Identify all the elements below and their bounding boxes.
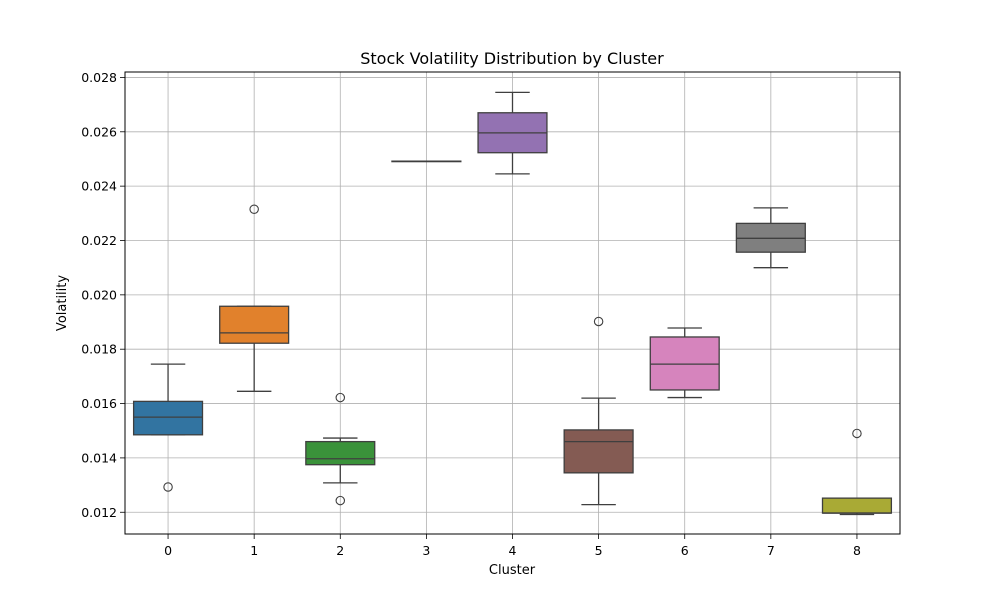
x-tick-label: 5 [595,543,603,558]
outlier-point [593,316,604,327]
y-tick-label: 0.014 [81,450,117,465]
box-iqr [132,400,204,436]
grid-lines [125,72,900,534]
box-cluster-4 [477,91,548,175]
x-tick-label: 3 [422,543,430,558]
y-tick-label: 0.028 [81,70,117,85]
outlier-point [249,204,259,214]
box-iqr [649,336,720,391]
box-cluster-7 [735,207,806,269]
y-tick-label: 0.024 [81,179,117,194]
chart-title: Stock Volatility Distribution by Cluster [360,49,664,68]
x-tick-label: 0 [164,543,172,558]
outlier-point [163,482,173,492]
box-iqr [305,440,376,466]
y-tick-label: 0.022 [81,233,117,248]
y-tick-label: 0.018 [81,342,117,357]
x-tick-label: 4 [509,543,517,558]
y-tick-label: 0.016 [81,396,117,411]
y-tick-label: 0.026 [81,124,117,139]
y-axis-ticks: 0.012 0.014 0.016 0.018 0.020 0.022 0.024 0.026… [81,70,125,520]
y-tick-label: 0.020 [81,287,117,302]
box-iqr [219,305,290,344]
x-axis-label: Cluster [489,563,536,578]
box-cluster-2 [305,392,376,506]
x-tick-label: 6 [681,543,689,558]
x-tick-label: 8 [853,543,861,558]
box-cluster-0 [132,363,204,492]
box-cluster-5 [563,316,634,506]
x-tick-label: 1 [250,543,258,558]
box-cluster-3 [391,160,462,163]
outlier-point [335,392,346,403]
outlier-point [335,495,346,506]
box-iqr [821,497,893,514]
x-tick-label: 7 [767,543,775,558]
boxes-layer [132,91,893,516]
box-cluster-8 [821,428,893,516]
box-cluster-6 [649,327,720,399]
box-cluster-1 [219,204,290,392]
y-axis-label: Volatility [55,275,70,331]
box-iqr [563,429,634,474]
outlier-point [852,428,862,439]
x-axis-ticks: 0 1 2 3 4 5 6 7 8 [164,534,861,558]
x-tick-label: 2 [336,543,344,558]
y-tick-label: 0.012 [81,505,117,520]
